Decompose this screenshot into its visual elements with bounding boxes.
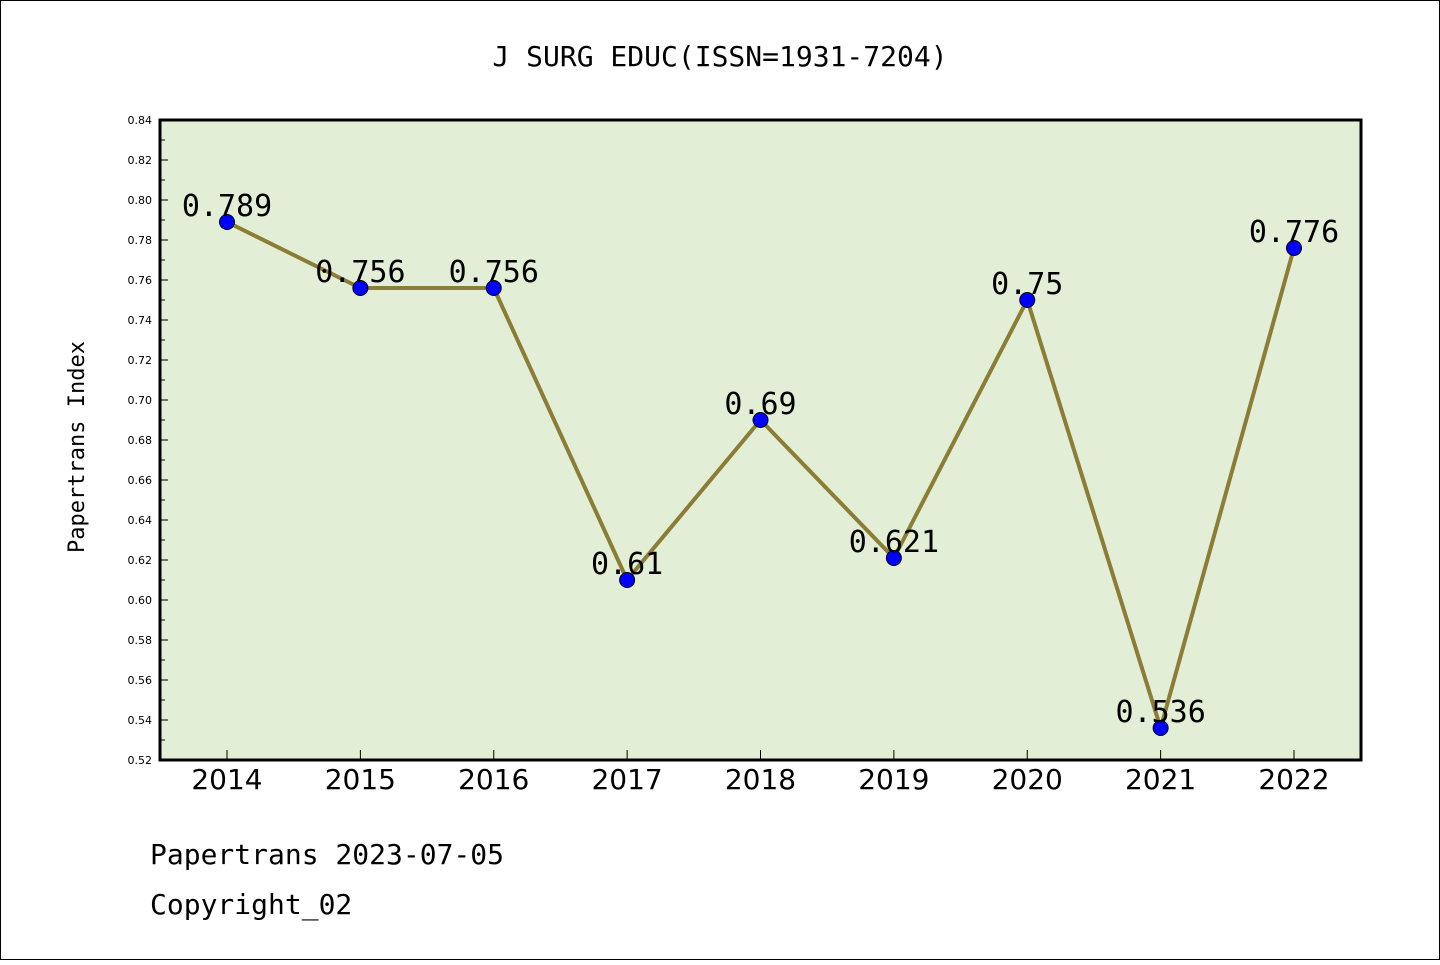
y-tick-label: 0.70 [128, 394, 153, 407]
y-tick-label: 0.78 [128, 234, 153, 247]
y-tick-label: 0.64 [128, 514, 153, 527]
x-tick-label: 2015 [325, 763, 396, 796]
data-label: 0.536 [1115, 695, 1205, 730]
y-tick-label: 0.80 [128, 194, 153, 207]
y-tick-label: 0.58 [128, 634, 153, 647]
data-label: 0.75 [991, 267, 1063, 302]
plot-frame [158, 118, 1363, 762]
y-tick-label: 0.66 [128, 474, 153, 487]
y-tick-label: 0.60 [128, 594, 153, 607]
y-tick-label: 0.72 [128, 354, 153, 367]
data-point [619, 572, 636, 588]
data-point [1286, 240, 1302, 256]
data-label: 0.789 [182, 189, 272, 224]
x-tick-label: 2021 [1125, 763, 1196, 796]
footer-copyright: Copyright_02 [150, 888, 352, 922]
data-labels: 0.789 0.756 0.756 0.61 0.69 0.621 0.75 0.536 0.7… [182, 189, 1339, 730]
y-tick-label: 0.74 [128, 314, 153, 327]
y-axis-label: Papertrans Index [65, 341, 90, 553]
x-tick-label: 2014 [191, 763, 262, 796]
data-point [352, 280, 369, 296]
data-markers [219, 214, 1302, 736]
data-label: 0.776 [1249, 215, 1339, 250]
x-tick-label: 2022 [1258, 763, 1329, 796]
data-point [219, 214, 235, 230]
y-tick-label: 0.52 [128, 754, 153, 767]
plot-area [160, 120, 1361, 760]
x-tick-label: 2019 [858, 763, 929, 796]
x-axis: 2014 2015 2016 2017 2018 2019 2020 2021 2022 [191, 750, 1330, 796]
chart-title: J SURG EDUC(ISSN=1931-7204) [492, 40, 947, 73]
data-point [485, 280, 502, 296]
y-tick-label: 0.68 [128, 434, 153, 447]
data-point [885, 550, 902, 566]
data-label: 0.61 [591, 547, 663, 582]
data-label: 0.756 [449, 255, 539, 290]
x-tick-label: 2020 [992, 763, 1063, 796]
footer-date: Papertrans 2023-07-05 [150, 838, 504, 871]
data-point [752, 412, 769, 428]
x-tick-label: 2016 [458, 763, 529, 796]
y-tick-label: 0.56 [128, 674, 153, 687]
data-label: 0.69 [724, 387, 796, 422]
data-label: 0.621 [849, 525, 939, 560]
data-label: 0.756 [315, 255, 405, 290]
x-tick-label: 2017 [591, 763, 662, 796]
data-point [1152, 720, 1169, 736]
y-tick-label: 0.54 [128, 714, 153, 727]
y-tick-label: 0.82 [128, 154, 153, 167]
y-tick-label: 0.76 [128, 274, 153, 287]
y-tick-label: 0.62 [128, 554, 153, 567]
x-tick-label: 2018 [725, 763, 796, 796]
y-tick-label: 0.84 [128, 114, 153, 127]
data-point [1019, 292, 1036, 308]
